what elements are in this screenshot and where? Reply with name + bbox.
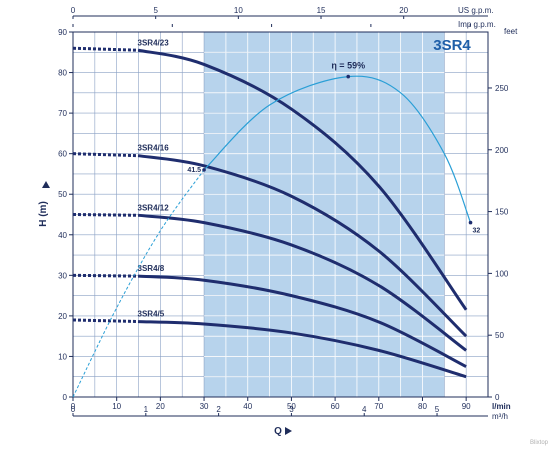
series-curve-3SR4-12 bbox=[138, 213, 468, 352]
efficiency-curve bbox=[203, 75, 472, 223]
impgpm-unit-label: Imp g.p.m. bbox=[458, 20, 496, 29]
y-tick-label: 50 bbox=[58, 190, 67, 199]
x-tick-label: 60 bbox=[331, 402, 340, 411]
series-curve-3SR4-23 bbox=[138, 48, 468, 311]
feet-tick-label: 250 bbox=[495, 84, 509, 93]
usgpm-tick-label: 10 bbox=[234, 6, 243, 15]
feet-tick-label: 200 bbox=[495, 146, 509, 155]
x-tick-label: 30 bbox=[200, 402, 209, 411]
y-tick-label: 40 bbox=[58, 231, 67, 240]
usgpm-tick-label: 20 bbox=[399, 6, 408, 15]
x-tick-label: 10 bbox=[112, 402, 121, 411]
x-tick-label: 50 bbox=[287, 402, 296, 411]
series-shutoff-dashed-line bbox=[72, 46, 139, 52]
m3h-tick-label: 2 bbox=[216, 405, 221, 414]
x-tick-label: 70 bbox=[374, 402, 383, 411]
series-label: 3SR4/5 bbox=[138, 310, 165, 319]
y-tick-label: 90 bbox=[58, 28, 67, 37]
m3h-tick-label: 1 bbox=[144, 405, 149, 414]
y-axis-arrow-icon bbox=[42, 181, 50, 188]
x-tick-label: 90 bbox=[462, 402, 471, 411]
x-tick-label: 0 bbox=[71, 402, 76, 411]
m3h-tick-label: 5 bbox=[435, 405, 440, 414]
usgpm-tick-label: 15 bbox=[317, 6, 326, 15]
y-tick-label: 20 bbox=[58, 312, 67, 321]
efficiency-peak-point bbox=[346, 74, 351, 79]
efficiency-annotation-point bbox=[202, 168, 206, 172]
m3h-tick-label: 4 bbox=[362, 405, 367, 414]
watermark-text: Blixtop bbox=[530, 440, 549, 446]
usgpm-tick-label: 5 bbox=[153, 6, 158, 15]
y-tick-label: 70 bbox=[58, 109, 67, 118]
x-axis-title: Q bbox=[274, 426, 282, 437]
feet-unit-label: feet bbox=[504, 27, 518, 36]
series-shutoff-dashed-line bbox=[72, 318, 139, 324]
m3h-tick-label: 0 bbox=[71, 405, 76, 414]
usgpm-tick-label: 0 bbox=[71, 6, 76, 15]
efficiency-label: η = 59% bbox=[331, 61, 365, 71]
feet-tick-label: 150 bbox=[495, 208, 509, 217]
series-label: 3SR4/8 bbox=[138, 264, 165, 273]
series-label: 3SR4/12 bbox=[138, 203, 170, 212]
efficiency-annotation-label: 32 bbox=[473, 228, 481, 235]
series-shutoff-dashed-line bbox=[72, 273, 139, 278]
efficiency-annotation-point bbox=[468, 220, 473, 225]
x-axis-arrow-icon bbox=[285, 427, 292, 435]
series-label: 3SR4/16 bbox=[138, 144, 170, 153]
x-tick-label: 20 bbox=[156, 402, 165, 411]
y-tick-label: 10 bbox=[58, 352, 67, 361]
feet-tick-label: 50 bbox=[495, 331, 504, 340]
usgpm-unit-label: US g.p.m. bbox=[458, 6, 494, 15]
series-curve-3SR4-16 bbox=[138, 154, 468, 338]
series-label: 3SR4/23 bbox=[138, 38, 170, 47]
series-shutoff-dashed-line bbox=[72, 213, 139, 217]
y-axis-title: H (m) bbox=[38, 201, 49, 227]
chart-title: 3SR4 bbox=[433, 37, 471, 54]
x-tick-label: 80 bbox=[418, 402, 427, 411]
efficiency-curve-dashed bbox=[72, 169, 205, 398]
y-tick-label: 60 bbox=[58, 150, 67, 159]
m3h-tick-label: 3 bbox=[289, 405, 294, 414]
y-tick-label: 30 bbox=[58, 271, 67, 280]
m3h-unit-label: m³/h bbox=[492, 412, 508, 421]
feet-tick-label: 0 bbox=[495, 393, 500, 402]
y-tick-label: 80 bbox=[58, 69, 67, 78]
x-unit-label: l/min bbox=[492, 402, 511, 411]
series-curve-3SR4-8 bbox=[138, 274, 467, 368]
efficiency-annotation-label: 41.5 bbox=[187, 167, 201, 174]
series-shutoff-dashed-line bbox=[72, 152, 139, 158]
feet-tick-label: 100 bbox=[495, 269, 509, 278]
series-curve-3SR4-5 bbox=[138, 320, 467, 379]
y-tick-label: 0 bbox=[63, 393, 68, 402]
x-tick-label: 40 bbox=[243, 402, 252, 411]
